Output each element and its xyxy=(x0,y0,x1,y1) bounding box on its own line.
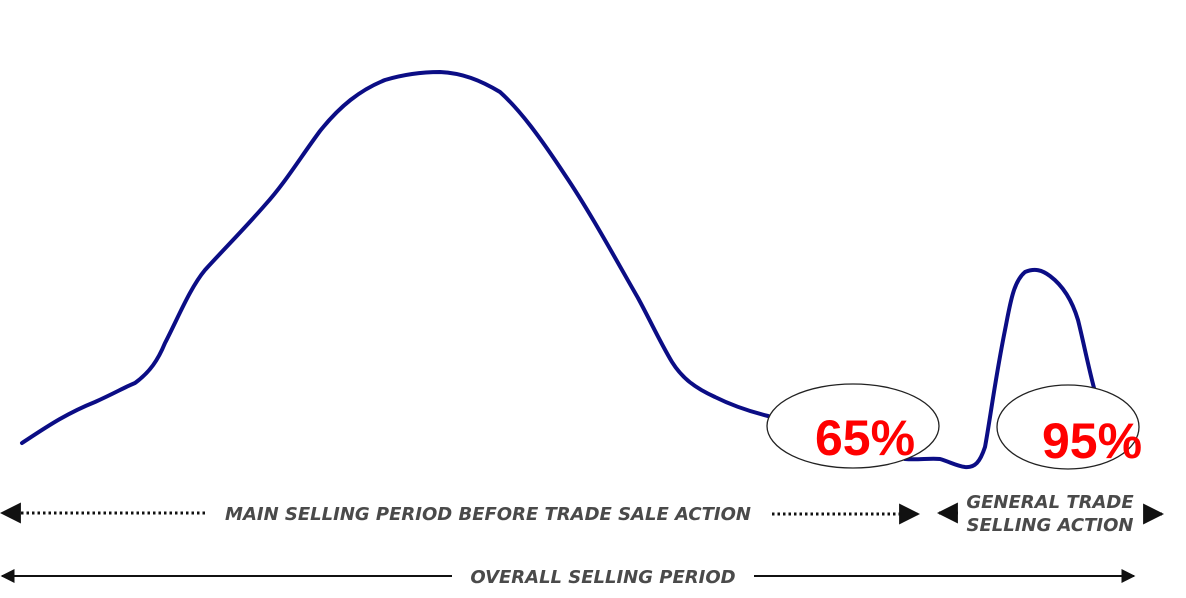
trade-action-callout xyxy=(996,384,1140,470)
sales-curve xyxy=(20,70,1096,470)
trade-action-label-line1: GENERAL TRADE xyxy=(966,492,1134,513)
main-period-share-label: 65% xyxy=(815,410,915,466)
main-period-callout xyxy=(766,383,940,469)
trade-action-label-line2: SELLING ACTION xyxy=(967,515,1134,536)
trade-action-share-label: 95% xyxy=(1042,413,1142,469)
main-period-label: MAIN SELLING PERIOD BEFORE TRADE SALE AC… xyxy=(225,504,751,525)
overall-period-label: OVERALL SELLING PERIOD xyxy=(470,567,735,588)
